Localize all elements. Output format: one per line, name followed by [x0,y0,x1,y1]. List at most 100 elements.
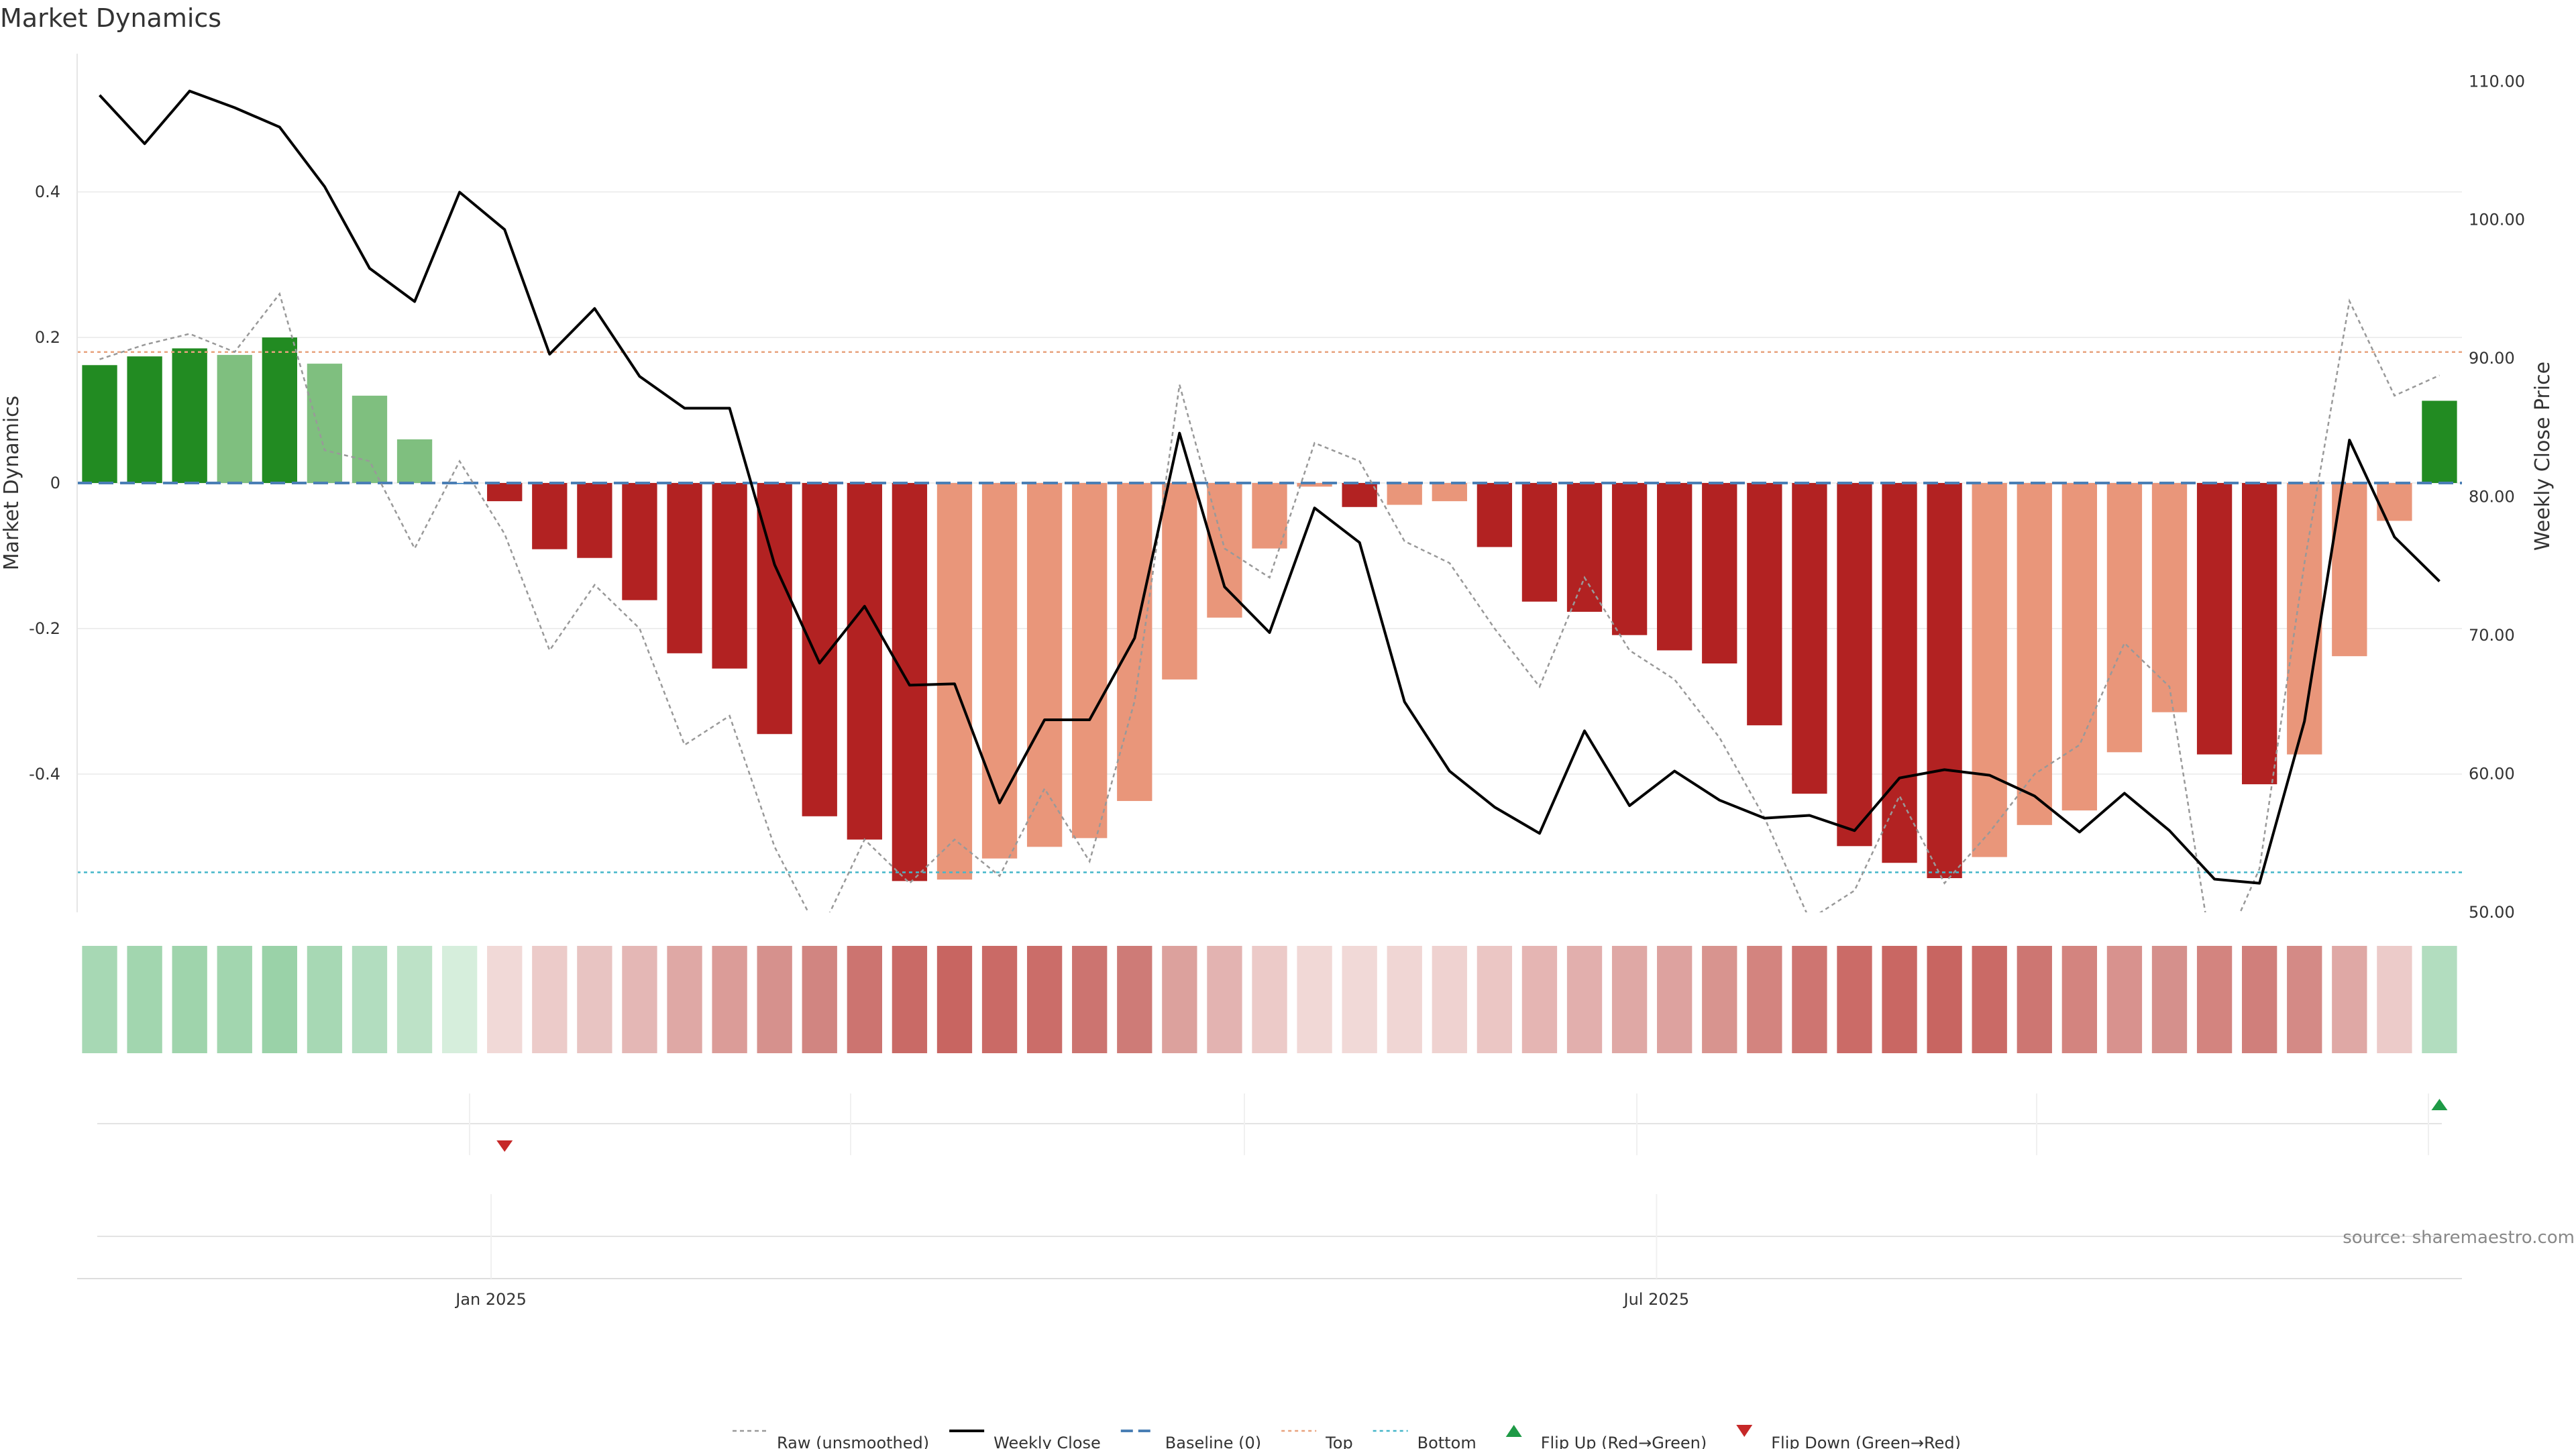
bar [127,356,162,483]
strip-cell [892,946,928,1053]
strip-cell [1162,946,1197,1053]
bar [936,483,973,880]
strip-cell [757,946,792,1053]
bar [667,483,702,653]
bar [2242,483,2277,785]
bar [1026,483,1063,847]
left-tick-label: 0.4 [35,182,60,201]
bar [2377,483,2412,521]
bar [1072,483,1108,839]
bar [1432,483,1467,502]
strip-cell [262,946,297,1053]
bar [1657,483,1693,651]
legend-label: Weekly Close [994,1434,1101,1449]
strip-cell [622,946,657,1053]
strip-cell [1747,946,1782,1053]
right-tick-label: 100.00 [2469,211,2525,229]
bar [532,483,568,549]
strip-cell [1882,946,1917,1053]
strip-cell [532,946,568,1053]
bar [82,365,117,483]
strip-cell [1837,946,1872,1053]
strip-cell [441,946,478,1053]
bar [712,483,747,669]
strip-cell [802,946,837,1053]
strip-cell [847,946,882,1053]
strip-cell [577,946,612,1053]
bar [307,364,343,483]
strip-cell [2377,946,2412,1053]
strip-cell [981,946,1018,1053]
bar [1252,483,1287,549]
bar [1792,483,1827,794]
flip-up-marker [2431,1099,2448,1110]
raw-series-line [99,292,2440,912]
bar [2017,483,2052,825]
strip-cell [2242,946,2277,1053]
strip-cell [82,946,117,1053]
weekly-close-line [99,89,2440,885]
series-lines [99,89,2440,912]
legend-label: Top [1325,1434,1353,1449]
strip-cell [2287,946,2322,1053]
bottom-panel: Jan 2025 Jul 2025 [77,1194,2462,1309]
strip-cell [1657,946,1693,1053]
bar [1747,483,1782,726]
strip-cell [217,946,252,1053]
strip-cell [1477,946,1513,1053]
strip-cell [1342,946,1377,1053]
bar [1927,483,1962,879]
bar [487,483,523,502]
bar [441,483,478,484]
bar [1162,483,1197,680]
legend-flip-up-symbol [1505,1425,1522,1437]
bar [2196,483,2233,755]
strip-cell [936,946,973,1053]
bar [622,483,657,600]
bar [262,337,297,483]
legend: Raw (unsmoothed) Weekly Close Baseline (0)… [733,1425,1961,1449]
strip-cell [1072,946,1108,1053]
legend-label: Raw (unsmoothed) [777,1434,929,1449]
bar [2287,483,2322,755]
source-note: source: sharemaestro.com [2343,1228,2575,1248]
strip-cell [1972,946,2007,1053]
bar [1297,483,1332,487]
bar [1521,483,1558,602]
strip-cell [1297,946,1332,1053]
right-tick-label: 60.00 [2469,765,2515,784]
legend-label: Flip Up (Red→Green) [1541,1434,1707,1449]
strip-cell [2017,946,2052,1053]
right-tick-label: 90.00 [2469,349,2515,368]
bar [2106,483,2143,753]
bar [2061,483,2098,811]
bar [1702,483,1737,664]
legend-flip-down-symbol [1736,1425,1753,1437]
bar [2422,400,2457,483]
strip-cell [2151,946,2188,1053]
chart-title: Market Dynamics [0,3,221,33]
bars [82,337,2457,881]
bar [1477,483,1513,547]
bar [1117,483,1152,802]
strip-cell [127,946,162,1053]
reference-lines [77,351,2462,873]
strip-cell [1521,946,1558,1053]
left-tick-label: 0.2 [35,328,60,347]
left-tick-label: 0 [50,474,60,492]
strip-cell [352,946,388,1053]
strip-cell [1117,946,1152,1053]
right-tick-label: 50.00 [2469,903,2515,922]
legend-label: Bottom [1417,1434,1477,1449]
bar [1882,483,1917,863]
strip-cell [1927,946,1962,1053]
strip-cell [2196,946,2233,1053]
strip-cell [667,946,702,1053]
bar [1837,483,1872,847]
strip-cell [2106,946,2143,1053]
right-tick-label: 80.00 [2469,488,2515,506]
x-tick-label: Jan 2025 [454,1290,527,1309]
bar [1972,483,2007,857]
left-tick-label: -0.2 [29,619,60,638]
